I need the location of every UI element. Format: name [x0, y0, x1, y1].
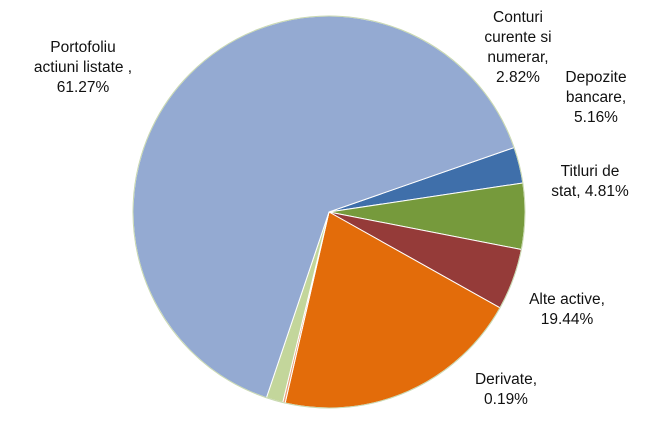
data-label-line: 19.44% [541, 311, 594, 328]
data-label-line: numerar, [487, 49, 548, 66]
data-label-line: stat, 4.81% [551, 183, 629, 200]
data-label-line: bancare, [566, 89, 626, 106]
data-label-line: 61.27% [57, 79, 110, 96]
data-label-line: Depozite [565, 69, 626, 86]
data-label-line: actiuni listate , [34, 59, 132, 76]
data-label-line: Conturi [493, 9, 543, 26]
pie-outline [132, 15, 526, 409]
data-label-conturi-curente-si-numerar: Conturi curente si numerar, 2.82% [484, 9, 551, 86]
data-labels: Conturi curente si numerar, 2.82% Depozite ba… [34, 9, 629, 408]
data-label-derivate: Derivate, 0.19% [475, 371, 537, 408]
data-label-line: Alte active, [529, 291, 605, 308]
data-label-line: 0.19% [484, 391, 528, 408]
data-label-line: Derivate, [475, 371, 537, 388]
data-label-line: Portofoliu [50, 39, 115, 56]
data-label-line: 5.16% [574, 109, 618, 126]
data-label-line: 2.82% [496, 69, 540, 86]
data-label-titluri-de-stat: Titluri de stat, 4.81% [551, 163, 629, 200]
data-label-line: curente si [484, 29, 551, 46]
pie-slices [132, 15, 526, 409]
data-label-depozite-bancare: Depozite bancare, 5.16% [565, 69, 626, 126]
data-label-alte-active: Alte active, 19.44% [529, 291, 605, 328]
data-label-portofoliu-actiuni-listate: Portofoliu actiuni listate , 61.27% [34, 39, 132, 96]
data-label-line: Titluri de [561, 163, 620, 180]
